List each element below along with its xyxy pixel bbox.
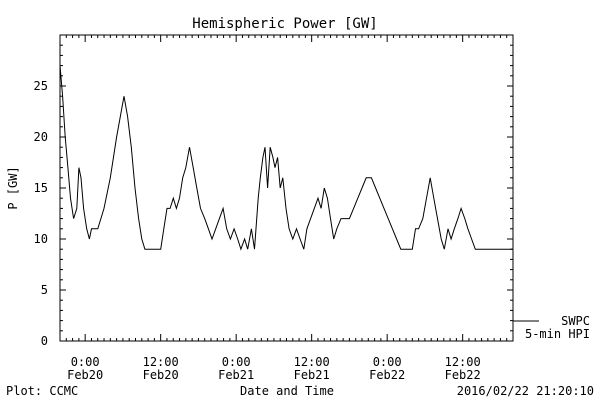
plot-frame bbox=[59, 34, 514, 342]
legend: SWPC 5-min HPI bbox=[513, 314, 590, 341]
chart-title: Hemispheric Power [GW] bbox=[192, 16, 377, 32]
y-tick-label: 5 bbox=[41, 283, 48, 297]
x-tick-date-label: Feb22 bbox=[369, 368, 405, 382]
series-line bbox=[59, 65, 513, 251]
footer-plot-credit: Plot: CCMC bbox=[6, 384, 78, 398]
y-axis-label: P [GW] bbox=[6, 166, 20, 209]
x-tick-time-label: 12:00 bbox=[445, 355, 481, 369]
legend-entry-swpc: SWPC bbox=[561, 314, 590, 328]
x-tick-date-label: Feb20 bbox=[67, 368, 103, 382]
y-tick-label: 20 bbox=[34, 130, 48, 144]
y-axis: 0 5 10 15 20 25 bbox=[34, 34, 513, 348]
x-tick-date-label: Feb21 bbox=[218, 368, 254, 382]
y-tick-label: 25 bbox=[34, 79, 48, 93]
y-tick-label: 10 bbox=[34, 232, 48, 246]
x-axis: 0:00Feb2012:00Feb200:00Feb2112:00Feb210:… bbox=[59, 35, 514, 382]
x-tick-time-label: 0:00 bbox=[373, 355, 402, 369]
y-tick-label: 0 bbox=[41, 334, 48, 348]
x-tick-time-label: 0:00 bbox=[222, 355, 251, 369]
y-tick-label: 15 bbox=[34, 181, 48, 195]
footer-timestamp: 2016/02/22 21:20:10 bbox=[457, 384, 594, 398]
x-tick-date-label: Feb20 bbox=[143, 368, 179, 382]
x-tick-time-label: 12:00 bbox=[143, 355, 179, 369]
x-tick-time-label: 0:00 bbox=[71, 355, 100, 369]
x-tick-date-label: Feb22 bbox=[445, 368, 481, 382]
x-tick-date-label: Feb21 bbox=[294, 368, 330, 382]
x-tick-time-label: 12:00 bbox=[294, 355, 330, 369]
x-axis-label: Date and Time bbox=[240, 384, 334, 398]
legend-entry-hpi: 5-min HPI bbox=[525, 327, 590, 341]
